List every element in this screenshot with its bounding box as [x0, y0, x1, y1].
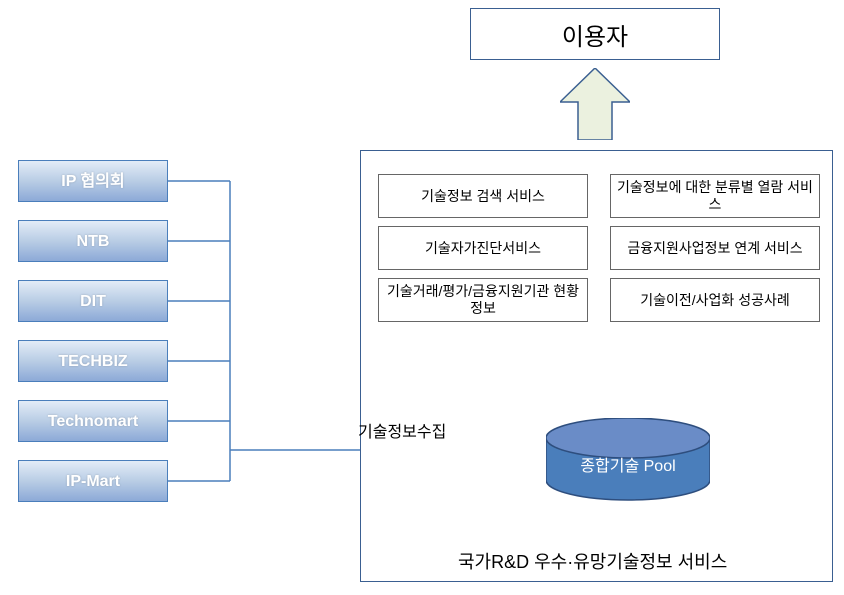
- service-label: 기술자가진단서비스: [425, 240, 541, 257]
- service-self-diagnosis: 기술자가진단서비스: [378, 226, 588, 270]
- arrow-label: 기술정보수집: [358, 418, 446, 442]
- service-org-status: 기술거래/평가/금융지원기관 현황정보: [378, 278, 588, 322]
- service-label: 기술이전/사업화 성공사례: [640, 292, 789, 309]
- database-label-text: 종합기술 Pool: [580, 458, 675, 475]
- service-success-cases: 기술이전/사업화 성공사례: [610, 278, 820, 322]
- service-container-title: 국가R&D 우수·유망기술정보 서비스: [458, 548, 727, 574]
- service-title-text: 국가R&D 우수·유망기술정보 서비스: [458, 552, 727, 572]
- service-label: 기술정보에 대한 분류별 열람 서비스: [615, 179, 815, 213]
- service-label: 기술정보 검색 서비스: [421, 188, 545, 205]
- service-finance-link: 금융지원사업정보 연계 서비스: [610, 226, 820, 270]
- service-label: 기술거래/평가/금융지원기관 현황정보: [383, 283, 583, 317]
- database-label: 종합기술 Pool: [560, 452, 696, 476]
- service-label: 금융지원사업정보 연계 서비스: [627, 240, 802, 257]
- service-search: 기술정보 검색 서비스: [378, 174, 588, 218]
- arrow-label-text: 기술정보수집: [358, 424, 446, 441]
- service-category-browse: 기술정보에 대한 분류별 열람 서비스: [610, 174, 820, 218]
